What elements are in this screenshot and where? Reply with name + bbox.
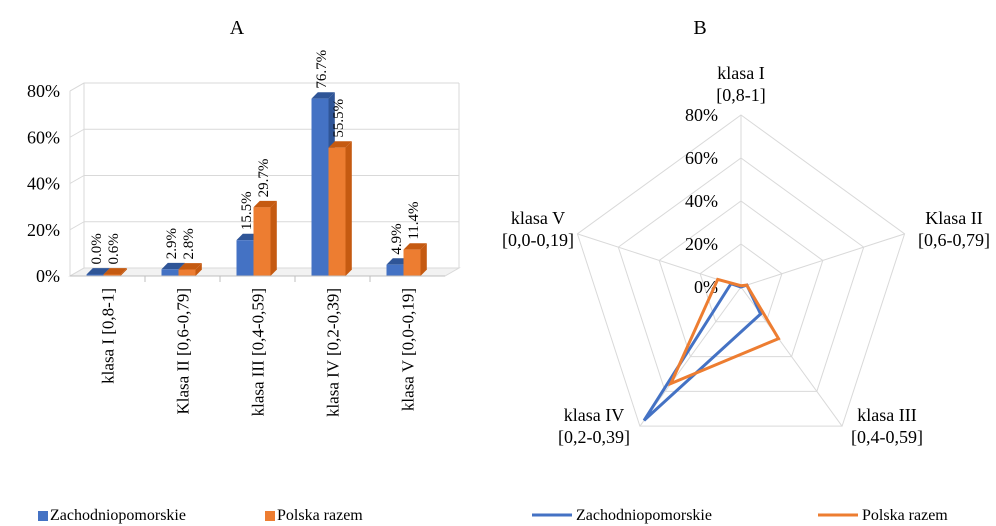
legend-a-swatch-zachodniopomorskie	[38, 511, 48, 521]
bar-chart-a: 0% 20% 40% 60% 80% 0.0% 0.6% klasa I [0,8-1] 2.9…	[27, 50, 461, 417]
chart-a-data-label-polska-razem: 2.8%	[181, 228, 197, 259]
chart-b-axis-range: [0,4-0,59]	[851, 427, 923, 447]
chart-a-bar-zachodniopomorskie	[386, 264, 404, 276]
chart-b-spoke	[577, 233, 742, 288]
chart-a-bar-top-zachodniopomorskie	[161, 262, 185, 270]
chart-a-gridline-side	[69, 267, 85, 277]
chart-a-y-tick-label: 40%	[27, 174, 60, 194]
chart-a-category-label: klasa IV [0,2-0,39]	[324, 288, 343, 417]
legend-b: Zachodniopomorskie Polska razem	[532, 507, 948, 524]
legend-b-label-zachodniopomorskie: Zachodniopomorskie	[576, 507, 712, 524]
chart-a-gridline-side	[69, 82, 85, 92]
chart-a-data-label-zachodniopomorskie: 0.0%	[89, 233, 105, 264]
chart-a-bar-side-polska-razem	[120, 268, 127, 276]
chart-a-y-tick-label: 0%	[36, 266, 60, 286]
chart-a-bar-polska-razem	[178, 269, 196, 276]
chart-a-bar-polska-razem	[253, 207, 271, 276]
chart-b-r-tick-label: 20%	[685, 234, 718, 254]
chart-b-axis-name: Klasa II	[925, 208, 982, 228]
chart-b-axis-range: [0,6-0,79]	[918, 230, 990, 250]
chart-a-bar-side-polska-razem	[420, 243, 427, 276]
chart-b-grid-ring	[658, 200, 824, 358]
legend-a-label-zachodniopomorskie: Zachodniopomorskie	[50, 507, 186, 524]
legend-a-label-polska: Polska razem	[277, 507, 363, 524]
chart-b-r-tick-label: 40%	[685, 191, 718, 211]
chart-b-series-polska-razem	[667, 277, 781, 387]
chart-a-bar-top-polska-razem	[253, 200, 277, 208]
legend-a-swatch-polska	[265, 511, 275, 521]
chart-a-bar-top-polska-razem	[328, 141, 352, 148]
chart-a-data-label-polska-razem: 29.7%	[256, 159, 272, 198]
chart-a-gridline-side	[69, 221, 85, 231]
chart-a-bar-top-polska-razem	[103, 268, 127, 275]
chart-b-r-tick-label: 80%	[685, 105, 718, 125]
chart-a-category-label: Klasa II [0,6-0,79]	[174, 288, 193, 415]
chart-a-bar-side-polska-razem	[195, 263, 202, 276]
chart-a-bar-side-polska-razem	[345, 141, 352, 276]
radar-chart-b: 0%20%40%60%80%klasa I[0,8-1]Klasa II[0,6…	[502, 63, 990, 447]
chart-a-data-label-zachodniopomorskie: 2.9%	[164, 228, 180, 259]
chart-a-title: A	[230, 17, 245, 39]
chart-a-category-label: klasa I [0,8-1]	[99, 288, 118, 384]
chart-b-grid-ring	[699, 243, 783, 323]
chart-b-grid-ring	[617, 157, 865, 392]
chart-a-data-label-zachodniopomorskie: 4.9%	[389, 223, 405, 254]
chart-b-axis-range: [0,0-0,19]	[502, 230, 574, 250]
chart-a-data-label-zachodniopomorskie: 15.5%	[239, 191, 255, 230]
chart-a-bar-zachodniopomorskie	[86, 274, 104, 276]
chart-a-gridline-side	[69, 175, 85, 184]
chart-a-data-label-polska-razem: 55.5%	[331, 99, 347, 138]
chart-b-axis-name: klasa III	[857, 405, 916, 425]
chart-a-bar-top-polska-razem	[403, 243, 427, 250]
chart-a-data-label-zachodniopomorskie: 76.7%	[314, 50, 330, 89]
chart-a-y-tick-label: 80%	[27, 81, 60, 101]
chart-b-spoke	[740, 233, 905, 288]
chart-b-grid-ring	[576, 114, 906, 427]
chart-a-bar-polska-razem	[328, 147, 346, 276]
chart-a-bar-top-zachodniopomorskie	[311, 92, 335, 99]
chart-b-axis-name: klasa IV	[564, 405, 624, 425]
chart-a-bar-zachodniopomorskie	[161, 269, 179, 276]
chart-a-bar-zachodniopomorskie	[311, 98, 329, 276]
chart-a-category-label: klasa III [0,4-0,59]	[249, 288, 268, 416]
chart-a-data-label-polska-razem: 0.6%	[106, 233, 122, 264]
chart-a-bar-zachodniopomorskie	[236, 240, 254, 276]
chart-a-bar-top-polska-razem	[178, 263, 202, 270]
legend-b-label-polska: Polska razem	[862, 507, 948, 524]
chart-b-axis-range: [0,2-0,39]	[558, 427, 630, 447]
chart-b-axis-name: klasa I	[717, 63, 764, 83]
chart-a-category-label: klasa V [0,0-0,19]	[399, 288, 418, 411]
chart-b-axis-range: [0,8-1]	[716, 85, 765, 105]
chart-a-data-label-polska-razem: 11.4%	[406, 201, 422, 239]
chart-a-bar-polska-razem	[403, 249, 421, 276]
legend-a: Zachodniopomorskie Polska razem	[38, 507, 363, 524]
chart-a-y-tick-label: 20%	[27, 220, 60, 240]
chart-b-r-tick-label: 60%	[685, 148, 718, 168]
chart-a-bar-polska-razem	[103, 274, 121, 276]
chart-b-axis-name: klasa V	[511, 208, 565, 228]
chart-a-bar-top-zachodniopomorskie	[86, 268, 110, 275]
chart-a-gridline-side	[69, 128, 85, 138]
chart-b-title: B	[693, 17, 706, 39]
chart-a-y-tick-label: 60%	[27, 127, 60, 147]
chart-a-bar-side-polska-razem	[270, 200, 277, 276]
